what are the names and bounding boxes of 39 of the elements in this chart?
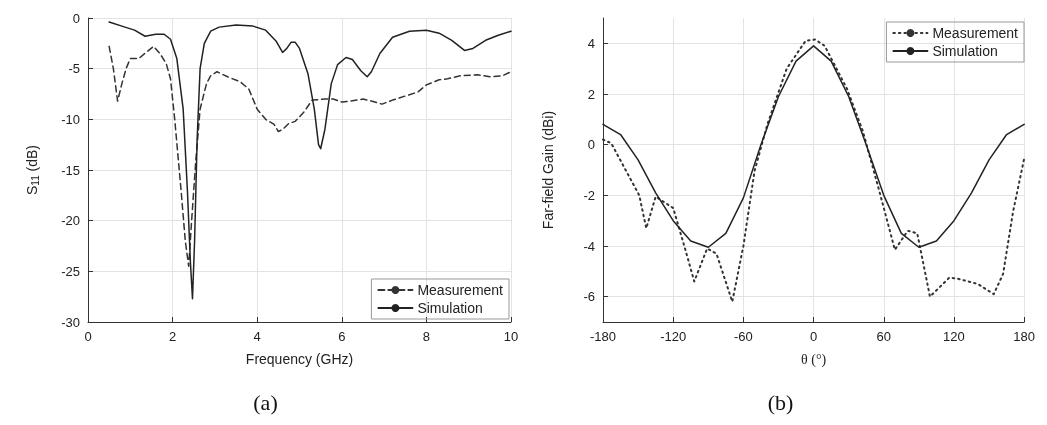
y-tick-label: 4 — [587, 35, 595, 51]
y-tick-label: -6 — [583, 289, 595, 305]
x-tick-label: 60 — [876, 329, 891, 344]
line-series — [108, 45, 512, 268]
y-tick-label: -5 — [68, 61, 80, 77]
y-tick-label: 0 — [587, 137, 595, 153]
x-axis-title: Frequency (GHz) — [245, 351, 354, 367]
x-axis-title: θ (°) — [801, 351, 827, 368]
x-tick-label: 6 — [338, 329, 346, 344]
line-series — [108, 21, 512, 300]
y-tick-label: -15 — [61, 162, 80, 178]
x-tick-label: 120 — [943, 329, 965, 344]
y-tick-label: -10 — [61, 111, 80, 127]
y-tick-label: -2 — [583, 187, 595, 203]
x-tick-label: -120 — [660, 329, 687, 344]
x-tick-label: 2 — [168, 329, 177, 344]
x-tick-label: 8 — [422, 329, 431, 344]
y-axis-title: S11 (dB) — [24, 144, 41, 196]
text: (a) — [253, 389, 278, 415]
y-tick-label: 2 — [587, 86, 595, 102]
legend-label: Measurement — [932, 25, 1019, 41]
x-tick-label: 10 — [503, 329, 519, 344]
y-tick-label: 0 — [72, 10, 80, 26]
y-axis-title: Far-field Gain (dBi) — [540, 110, 556, 230]
y-tick-label: -25 — [61, 263, 80, 279]
legend-label: Measurement — [417, 282, 504, 298]
y-tick-label: -4 — [583, 238, 595, 254]
line-series — [602, 45, 1025, 249]
x-tick-label: 180 — [1013, 329, 1036, 344]
text: (b) — [767, 389, 794, 415]
x-tick-label: 0 — [809, 329, 818, 344]
x-tick-label: -180 — [589, 329, 617, 344]
x-tick-label: 0 — [84, 329, 92, 344]
legend-label: Simulation — [417, 300, 483, 316]
y-tick-label: -30 — [61, 314, 80, 330]
legend-label: Simulation — [932, 43, 998, 59]
x-tick-label: 4 — [253, 329, 261, 344]
x-tick-label: -60 — [733, 329, 753, 344]
y-tick-label: -20 — [61, 213, 80, 229]
